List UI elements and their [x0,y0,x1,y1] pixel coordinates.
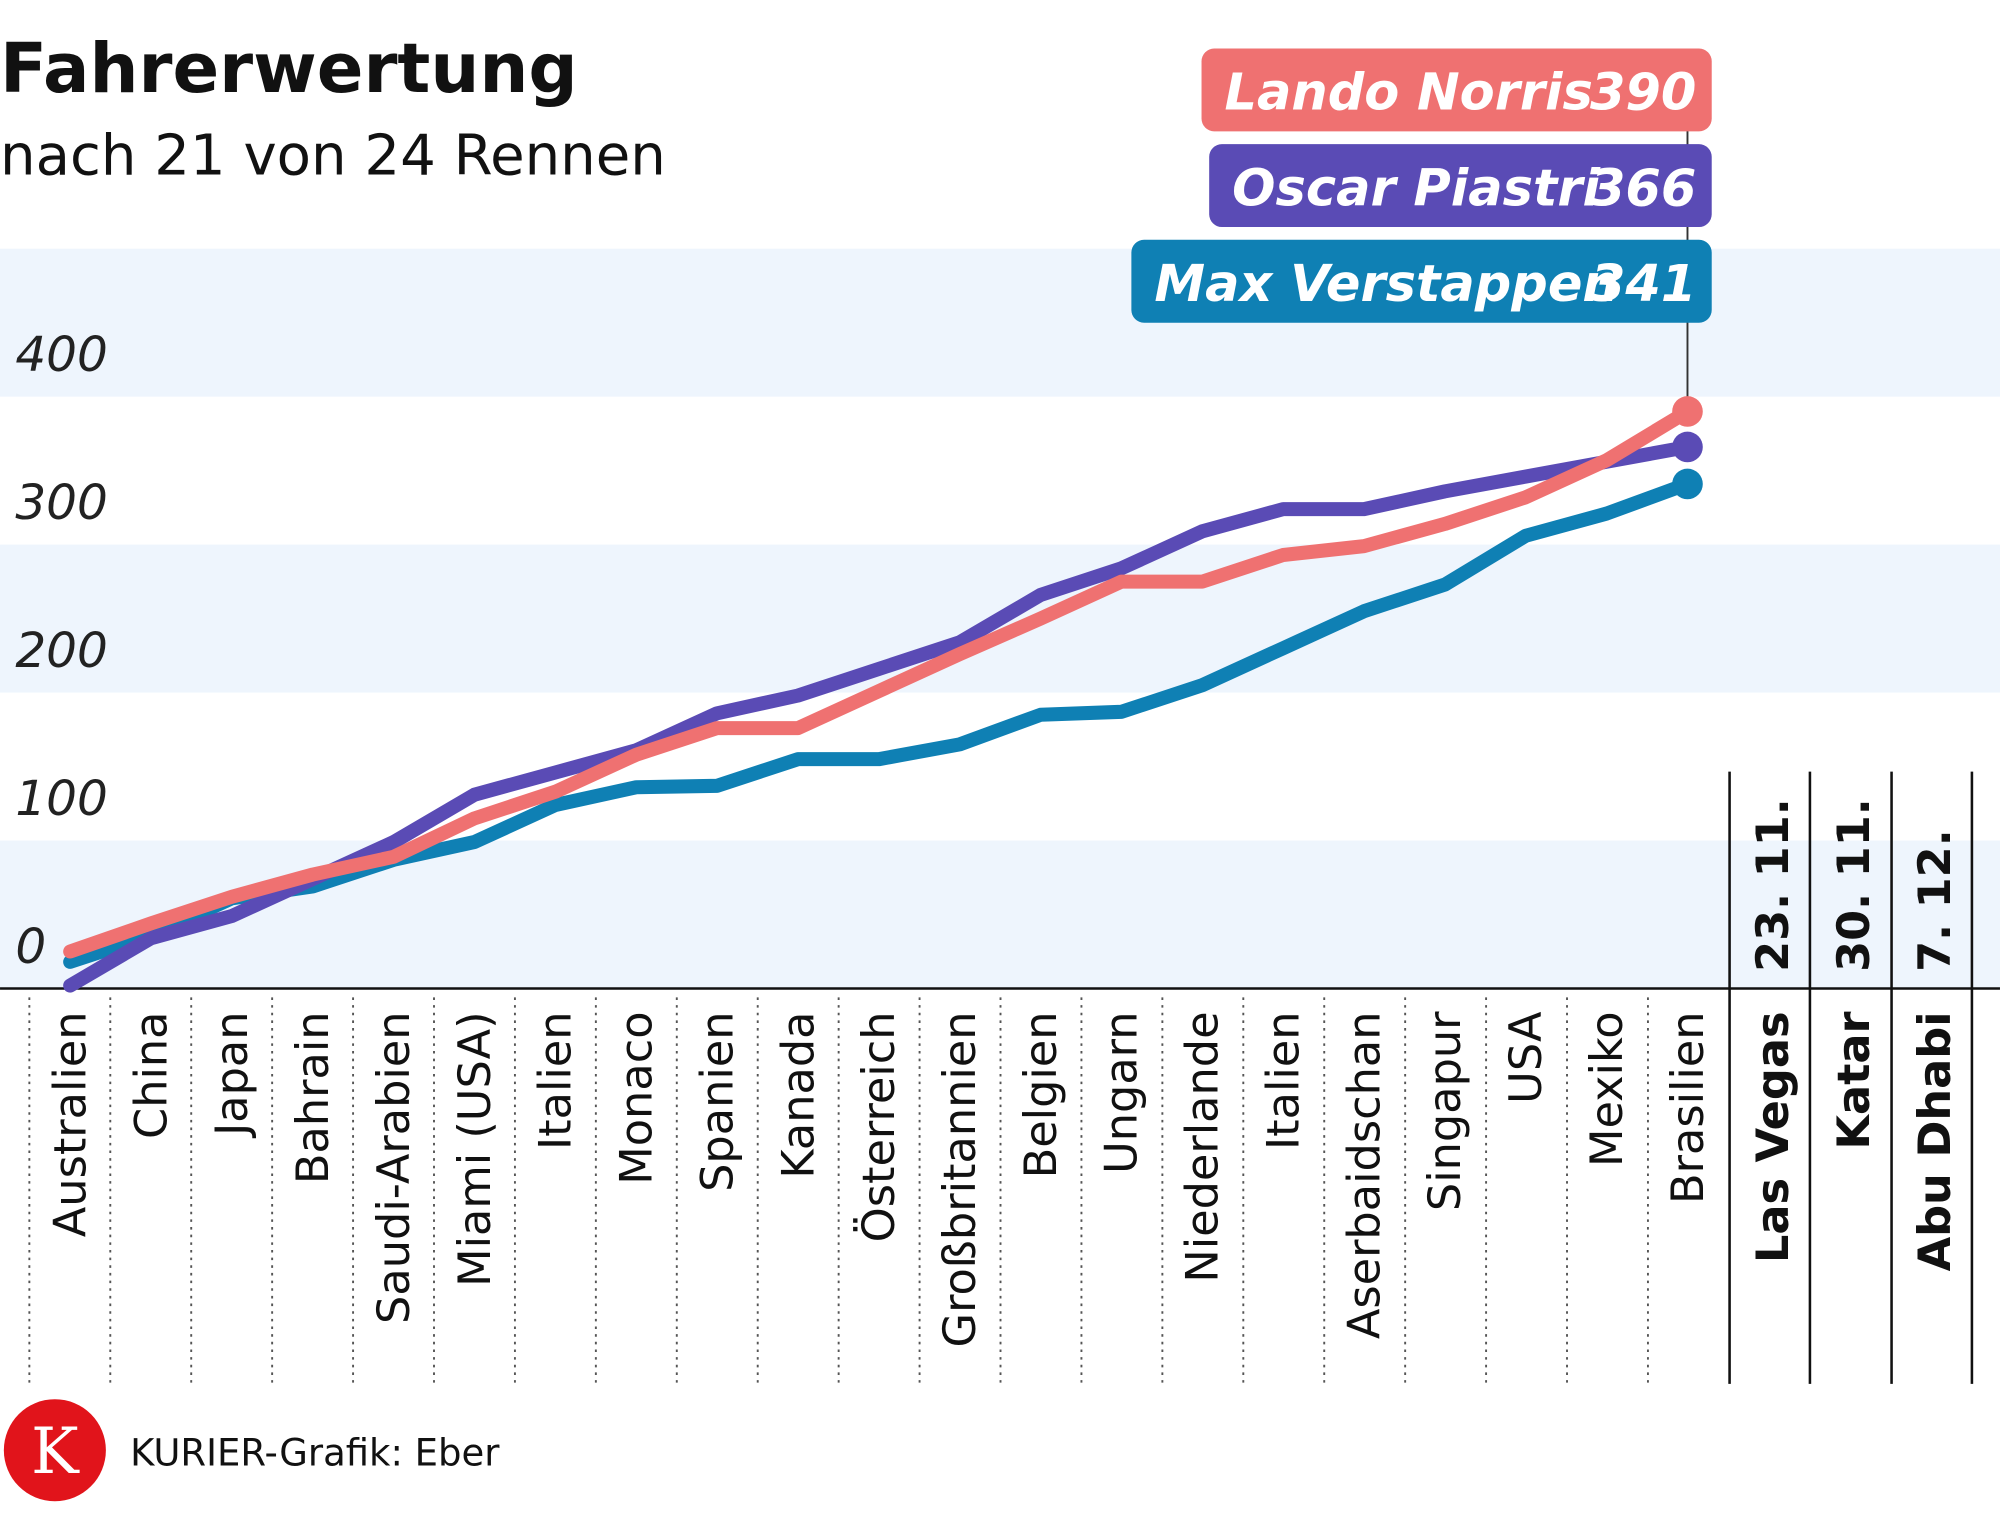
race-label: Miami (USA) [449,1011,501,1286]
race-label: Japan [206,1011,258,1138]
series-end-dot [1672,396,1703,427]
race-label: Spanien [691,1011,743,1191]
race-label: Saudi-Arabien [368,1011,420,1323]
race-label: Großbritannien [934,1011,986,1347]
race-label: Österreich [853,1011,905,1242]
y-tick-label: 200 [15,623,107,679]
series-line-lando-norris [63,404,1695,959]
series-line-max-verstappen [63,476,1695,969]
race-label: Monaco [611,1011,663,1184]
race-label: Bahrain [287,1011,339,1184]
future-race-date: 23. 11. [1747,798,1799,972]
race-separators [28,771,1974,1384]
future-race-date: 30. 11. [1828,798,1880,972]
kurier-logo: K [3,1399,106,1502]
series-end-dot [1672,468,1703,500]
y-tick-label: 100 [15,771,107,827]
race-label: Niederlande [1177,1011,1229,1282]
series-end-dot [1672,431,1703,463]
legend-total: 341 [1590,255,1696,314]
race-label: Italien [1257,1011,1309,1150]
race-label: Ungarn [1096,1011,1148,1173]
logo-circle [3,1399,106,1502]
race-label: Kanada [772,1011,824,1178]
race-labels: Australien China Japan Bahrain Saudi-Arabien… [44,1011,1713,1348]
race-label: USA [1500,1011,1552,1104]
legend-total: 390 [1590,64,1696,123]
race-label: Australien [44,1011,96,1237]
y-tick-label: 0 [15,919,46,975]
future-races: Las Vegas 23. 11. Katar 30. 11. Abu Dhabi 7. … [1747,798,1961,1271]
y-tick-label: 300 [15,475,107,531]
legend-box [1201,48,1712,132]
y-tick-label: 400 [15,327,107,383]
future-race-date: 7. 12. [1909,829,1961,972]
legend-name: Max Verstappen [1154,255,1618,314]
chart-subtitle: nach 21 von 24 Rennen [0,124,666,189]
credit-text: KURIER-Grafik: Eber [130,1432,500,1475]
legend-name: Lando Norris [1224,64,1592,123]
y-axis-ticks: 0 100 200 300 400 [15,327,107,975]
race-label: Italien [530,1011,582,1150]
legend-box [1209,144,1712,228]
legend-box [1131,239,1712,323]
future-race-name: Las Vegas [1747,1011,1799,1263]
future-race-name: Katar [1828,1011,1880,1149]
chart-title: Fahrerwertung [0,29,578,109]
race-label: Mexiko [1581,1011,1633,1167]
race-label: China [125,1011,177,1138]
race-label: Singapur [1419,1011,1471,1211]
band [0,840,2000,989]
race-label: Brasilien [1662,1011,1714,1204]
legend-name: Oscar Piastri [1232,159,1601,218]
legend-total: 366 [1590,159,1696,218]
series-lines [63,396,1703,993]
logo-letter: K [31,1415,80,1489]
race-label: Belgien [1015,1011,1067,1178]
future-race-name: Abu Dhabi [1909,1011,1961,1271]
race-label: Aserbaidschan [1338,1011,1390,1339]
